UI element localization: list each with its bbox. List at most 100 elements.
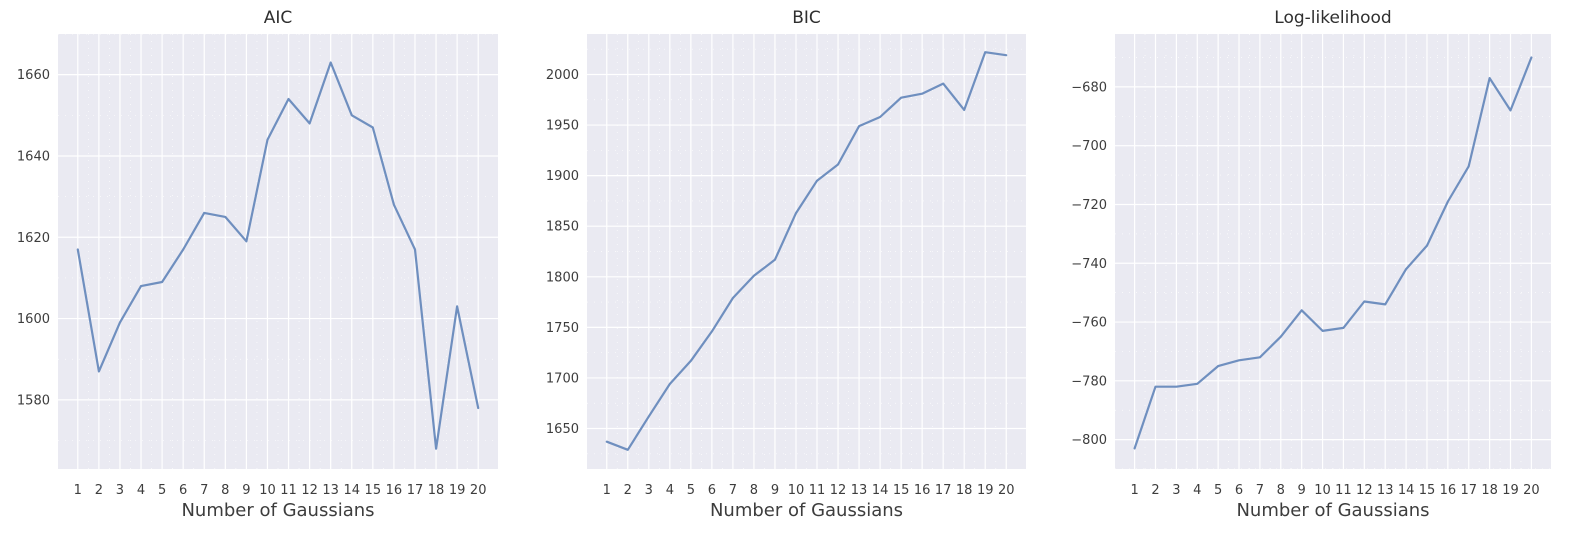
aic-data-point [244,239,248,243]
log-likelihood-series-line [1133,56,1533,450]
bic-y-tick-label: 1750 [546,321,579,336]
bic-x-tick-label: 5 [687,483,695,498]
bic-y-tick-label: 1900 [546,169,579,184]
aic-y-tick-label: 1580 [17,393,50,408]
log-likelihood-data-point [1237,358,1241,362]
aic-x-axis-label: Number of Gaussians [181,500,374,521]
log-likelihood-x-tick-label: 1 [1130,483,1138,498]
log-likelihood-chart-title: Log-likelihood [1274,8,1391,28]
log-likelihood-data-point [1216,364,1220,368]
bic-x-tick-label: 17 [935,483,952,498]
log-likelihood-y-tick-label: −680 [1071,80,1107,95]
log-likelihood-data-point [1488,76,1492,80]
aic-data-point [97,369,101,373]
aic-data-point [476,406,480,410]
bic-x-tick-label: 9 [771,483,779,498]
log-likelihood-data-point [1133,446,1137,450]
aic-x-tick-label: 18 [428,483,445,498]
aic-data-point [371,126,375,130]
aic-data-point [329,60,333,64]
bic-x-tick-label: 8 [750,483,758,498]
aic-x-tick-label: 16 [386,483,403,498]
bic-data-point [605,440,609,444]
bic-data-point [983,50,987,54]
bic-y-tick-label: 1800 [546,270,579,285]
bic-y-tick-label: 1850 [546,220,579,235]
bic-data-point [836,163,840,167]
aic-data-point [350,113,354,117]
aic-x-tick-label: 13 [322,483,339,498]
bic-x-tick-label: 16 [914,483,931,498]
aic-x-tick-label: 14 [343,483,360,498]
log-likelihood-data-point [1529,56,1533,60]
aic-data-point [392,203,396,207]
aic-y-tick-label: 1660 [17,68,50,83]
bic-x-tick-label: 3 [645,483,653,498]
bic-data-point [710,329,714,333]
bic-x-tick-label: 19 [977,483,994,498]
bic-data-point [689,359,693,363]
aic-data-point [160,280,164,284]
log-likelihood-data-point [1467,164,1471,168]
bic-x-tick-label: 6 [708,483,716,498]
log-likelihood-x-tick-label: 11 [1335,483,1352,498]
bic-x-tick-label: 4 [666,483,674,498]
aic-chart-title: AIC [264,8,293,28]
log-likelihood-x-tick-label: 3 [1172,483,1180,498]
aic-data-point [287,97,291,101]
aic-y-tick-label: 1600 [17,312,50,327]
log-likelihood-x-tick-label: 2 [1151,483,1159,498]
log-likelihood-x-tick-label: 9 [1298,483,1306,498]
aic-x-tick-label: 19 [449,483,466,498]
log-likelihood-data-point [1362,299,1366,303]
bic-x-tick-label: 7 [729,483,737,498]
aic-x-tick-label: 1 [74,483,82,498]
log-likelihood-x-tick-label: 10 [1314,483,1331,498]
log-likelihood-data-point [1321,329,1325,333]
log-likelihood-data-point [1383,302,1387,306]
aic-x-tick-label: 8 [221,483,229,498]
aic-data-point [455,304,459,308]
log-likelihood-data-point [1404,267,1408,271]
log-likelihood-x-tick-label: 4 [1193,483,1201,498]
bic-x-tick-label: 10 [788,483,805,498]
bic-data-point [962,108,966,112]
bic-x-axis-label: Number of Gaussians [710,500,903,521]
log-likelihood-x-tick-label: 8 [1277,483,1285,498]
aic-x-tick-label: 2 [95,483,103,498]
aic-x-tick-label: 9 [242,483,250,498]
log-likelihood-x-tick-label: 5 [1214,483,1222,498]
bic-y-tick-label: 2000 [546,68,579,83]
bic-x-tick-label: 14 [872,483,889,498]
aic-x-tick-label: 5 [158,483,166,498]
log-likelihood-x-tick-label: 18 [1481,483,1498,498]
log-likelihood-x-tick-label: 16 [1440,483,1457,498]
bic-x-tick-label: 12 [830,483,847,498]
log-likelihood-y-tick-label: −740 [1071,257,1107,272]
bic-x-tick-label: 15 [893,483,910,498]
aic-data-point [413,247,417,251]
bic-data-point [668,382,672,386]
aic-data-point [434,447,438,451]
bic-data-point [857,124,861,128]
bic-data-point [920,92,924,96]
bic-data-point [899,96,903,100]
log-likelihood-data-point [1425,244,1429,248]
aic-data-point [181,247,185,251]
bic-x-tick-label: 1 [603,483,611,498]
log-likelihood-data-point [1279,335,1283,339]
bic-data-point [941,82,945,86]
log-likelihood-x-tick-label: 15 [1419,483,1436,498]
log-likelihood-x-tick-label: 7 [1256,483,1264,498]
log-likelihood-data-point [1258,355,1262,359]
log-likelihood-y-tick-label: −760 [1071,316,1107,331]
log-likelihood-data-point [1341,326,1345,330]
log-likelihood-data-point [1508,108,1512,112]
bic-series-line [605,51,1008,451]
aic-data-point [308,121,312,125]
log-likelihood-x-tick-label: 6 [1235,483,1243,498]
log-likelihood-data-point [1195,382,1199,386]
